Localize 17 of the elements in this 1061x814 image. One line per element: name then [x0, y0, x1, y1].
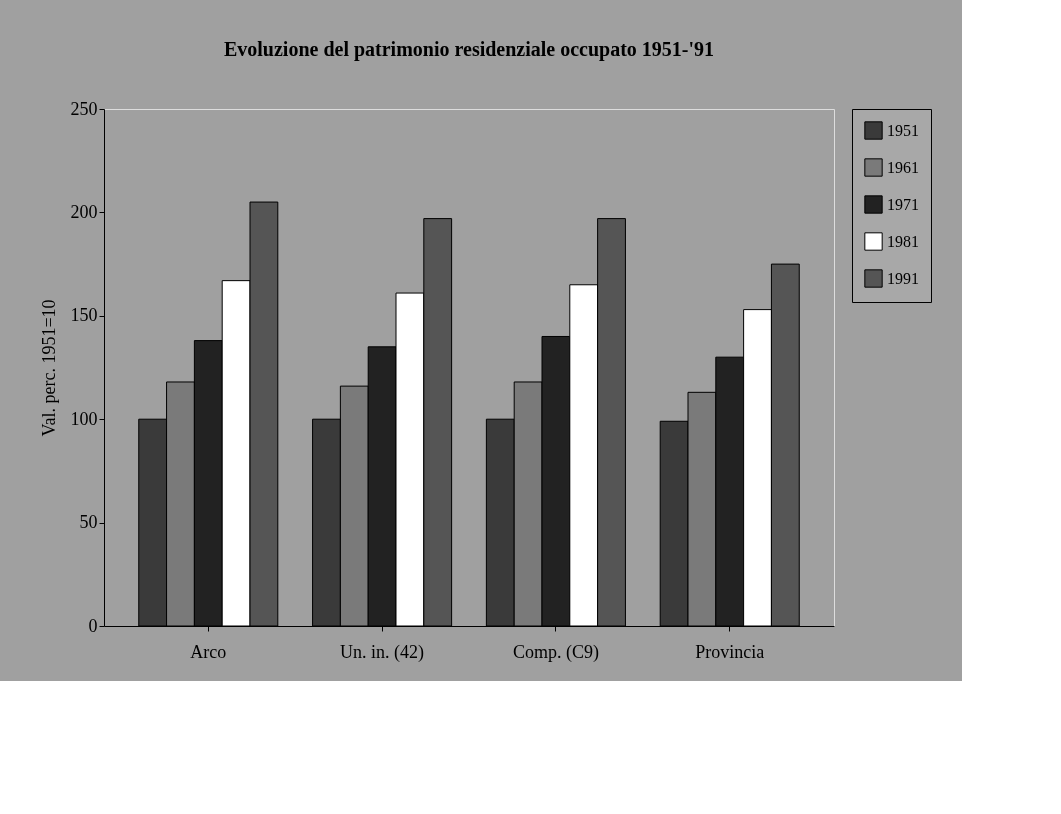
y-tick-label: 50 — [79, 512, 98, 533]
chart-title: Evoluzione del patrimonio residenziale occupato 1951-'91 — [223, 38, 715, 61]
legend-label: 1951 — [887, 121, 919, 139]
legend-label: 1991 — [887, 269, 919, 287]
y-tick-label: 150 — [70, 305, 98, 326]
legend-label: 1971 — [887, 195, 919, 213]
y-tick-label: 250 — [70, 98, 98, 119]
y-axis-title: Val. perc. 1951=10 — [38, 299, 59, 437]
x-tick-label: Arco — [190, 641, 227, 662]
y-tick-label: 200 — [70, 201, 98, 222]
y-tick-label: 100 — [70, 408, 98, 429]
legend-label: 1981 — [887, 232, 919, 250]
x-tick-label: Un. in. (42) — [340, 641, 425, 663]
x-tick-label: Comp. (C9) — [512, 641, 599, 663]
x-tick-label: Provincia — [695, 641, 765, 662]
legend-label: 1961 — [887, 158, 919, 176]
y-tick-label: 0 — [88, 615, 98, 636]
